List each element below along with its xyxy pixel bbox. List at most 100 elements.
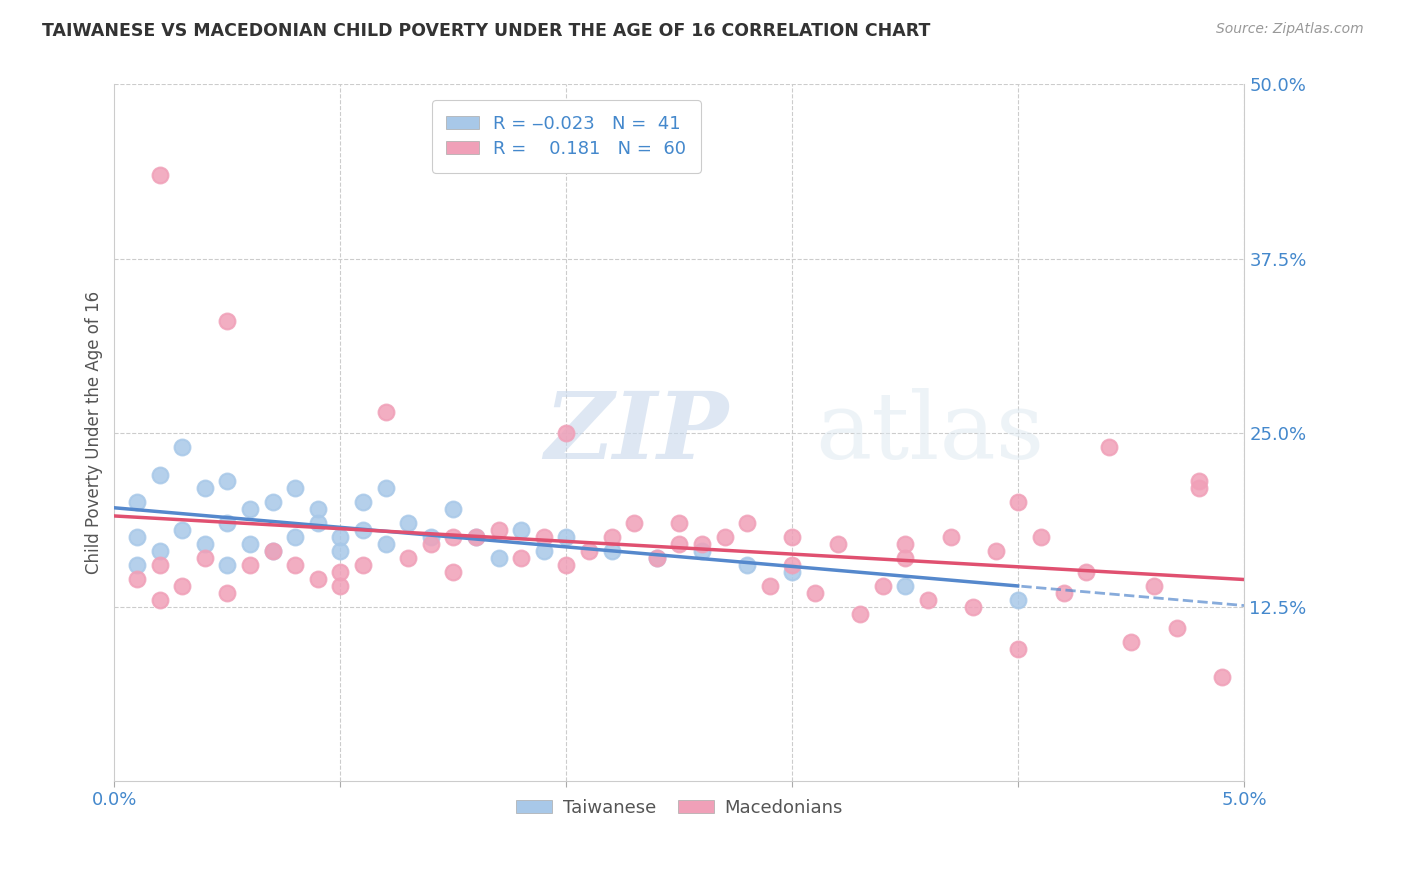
Point	[1098, 440, 1121, 454]
Point	[329, 579, 352, 593]
Point	[262, 495, 284, 509]
Point	[984, 544, 1007, 558]
Point	[782, 565, 804, 579]
Point	[872, 579, 894, 593]
Point	[623, 516, 645, 531]
Point	[759, 579, 782, 593]
Point	[578, 544, 600, 558]
Point	[239, 502, 262, 516]
Point	[690, 544, 713, 558]
Point	[441, 565, 464, 579]
Point	[1211, 669, 1233, 683]
Point	[917, 593, 939, 607]
Text: Source: ZipAtlas.com: Source: ZipAtlas.com	[1216, 22, 1364, 37]
Point	[194, 551, 217, 566]
Point	[465, 530, 488, 544]
Point	[149, 544, 172, 558]
Point	[396, 516, 419, 531]
Legend: Taiwanese, Macedonians: Taiwanese, Macedonians	[509, 792, 851, 824]
Text: atlas: atlas	[815, 388, 1045, 478]
Point	[1007, 593, 1029, 607]
Point	[1029, 530, 1052, 544]
Point	[1007, 641, 1029, 656]
Point	[217, 516, 239, 531]
Point	[600, 530, 623, 544]
Point	[374, 482, 396, 496]
Point	[488, 551, 510, 566]
Point	[172, 579, 194, 593]
Point	[894, 551, 917, 566]
Point	[419, 537, 441, 551]
Point	[849, 607, 872, 621]
Point	[804, 586, 827, 600]
Y-axis label: Child Poverty Under the Age of 16: Child Poverty Under the Age of 16	[86, 291, 103, 574]
Point	[555, 530, 578, 544]
Point	[172, 523, 194, 537]
Text: TAIWANESE VS MACEDONIAN CHILD POVERTY UNDER THE AGE OF 16 CORRELATION CHART: TAIWANESE VS MACEDONIAN CHILD POVERTY UN…	[42, 22, 931, 40]
Point	[194, 537, 217, 551]
Point	[284, 558, 307, 572]
Point	[262, 544, 284, 558]
Point	[1166, 621, 1188, 635]
Point	[894, 579, 917, 593]
Point	[217, 558, 239, 572]
Point	[735, 516, 758, 531]
Point	[1076, 565, 1098, 579]
Point	[510, 551, 533, 566]
Point	[307, 502, 329, 516]
Point	[374, 537, 396, 551]
Point	[600, 544, 623, 558]
Point	[239, 537, 262, 551]
Point	[441, 530, 464, 544]
Point	[1188, 482, 1211, 496]
Point	[217, 314, 239, 328]
Point	[488, 523, 510, 537]
Point	[827, 537, 849, 551]
Point	[465, 530, 488, 544]
Point	[125, 558, 148, 572]
Point	[533, 530, 555, 544]
Point	[782, 558, 804, 572]
Point	[125, 495, 148, 509]
Point	[352, 558, 374, 572]
Point	[645, 551, 668, 566]
Point	[1143, 579, 1166, 593]
Point	[555, 425, 578, 440]
Point	[894, 537, 917, 551]
Point	[307, 572, 329, 586]
Point	[149, 593, 172, 607]
Point	[962, 599, 984, 614]
Point	[284, 530, 307, 544]
Point	[352, 523, 374, 537]
Point	[419, 530, 441, 544]
Point	[329, 565, 352, 579]
Point	[125, 530, 148, 544]
Point	[645, 551, 668, 566]
Point	[510, 523, 533, 537]
Point	[149, 467, 172, 482]
Point	[172, 440, 194, 454]
Point	[1188, 475, 1211, 489]
Point	[1121, 634, 1143, 648]
Point	[396, 551, 419, 566]
Point	[555, 558, 578, 572]
Point	[262, 544, 284, 558]
Point	[782, 530, 804, 544]
Point	[307, 516, 329, 531]
Point	[713, 530, 735, 544]
Point	[149, 558, 172, 572]
Point	[239, 558, 262, 572]
Point	[668, 516, 690, 531]
Point	[329, 544, 352, 558]
Point	[352, 495, 374, 509]
Point	[533, 544, 555, 558]
Point	[329, 530, 352, 544]
Point	[374, 405, 396, 419]
Point	[1007, 495, 1029, 509]
Point	[735, 558, 758, 572]
Point	[668, 537, 690, 551]
Point	[690, 537, 713, 551]
Point	[284, 482, 307, 496]
Point	[217, 475, 239, 489]
Point	[149, 168, 172, 182]
